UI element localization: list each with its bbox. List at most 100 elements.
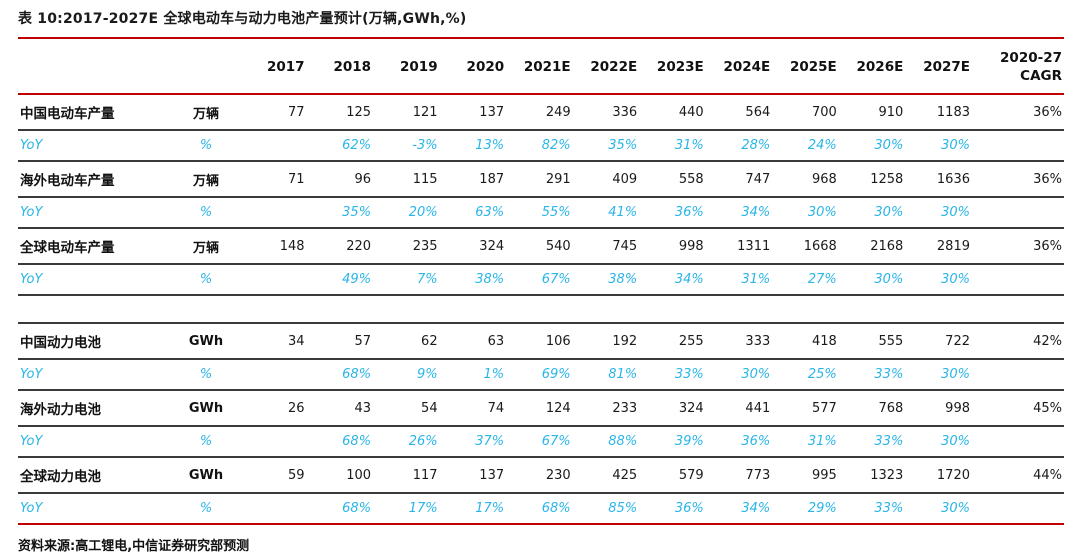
cell-value: 30% [905, 359, 972, 392]
cell-value: 36% [639, 197, 706, 230]
cell-value: 722 [905, 323, 972, 361]
yoy-row: YoY% 49% 7% 38% 67% 38% 34% 31% 27% 30% 30% [18, 264, 1064, 297]
cell-cagr: 44% [972, 457, 1064, 495]
cell-cagr: 45% [972, 390, 1064, 428]
header-blank-label [18, 39, 172, 96]
row-label: YoY [18, 493, 172, 526]
cell-value: 564 [705, 94, 773, 132]
cell-value: 768 [838, 390, 906, 428]
table-title: 表 10:2017-2027E 全球电动车与动力电池产量预计(万辆,GWh,%) [18, 8, 1064, 39]
cell-value: 49% [306, 264, 374, 297]
cell-cagr: 42% [972, 323, 1064, 361]
cell-value [240, 264, 307, 297]
cell-value: 31% [705, 264, 773, 297]
cell-value: 35% [306, 197, 374, 230]
header-year-2025e: 2025E [772, 39, 839, 96]
cell-value: 26 [240, 390, 307, 428]
data-row: 海外电动车产量 万辆 71 96 115 187 291 409 558 747 968 1258 16… [18, 161, 1064, 199]
header-year-2017: 2017 [240, 39, 307, 96]
cell-value: 81% [572, 359, 640, 392]
table-head: 2017 2018 2019 2020 2021E 2022E 2023E 20… [18, 39, 1064, 96]
cell-value: 9% [373, 359, 440, 392]
cell-value: 24% [772, 130, 839, 163]
cell-value: 68% [306, 359, 374, 392]
cell-value: 30% [905, 130, 972, 163]
cell-value: 82% [506, 130, 573, 163]
header-cagr: 2020-27 CAGR [972, 39, 1064, 96]
cell-value: 38% [439, 264, 507, 297]
cell-value: 1311 [705, 228, 773, 266]
data-row: 全球电动车产量 万辆 148 220 235 324 540 745 998 1311 1668 21… [18, 228, 1064, 266]
data-row: 中国动力电池 GWh 34 57 62 63 106 192 255 333 418 555 722 42… [18, 323, 1064, 361]
forecast-table: 2017 2018 2019 2020 2021E 2022E 2023E 20… [18, 39, 1064, 526]
row-label: 海外电动车产量 [18, 161, 172, 199]
cell-value: 333 [705, 323, 773, 361]
cell-value: 1323 [838, 457, 906, 495]
spacer-row [18, 295, 1064, 325]
cell-value: 63 [439, 323, 507, 361]
row-label: YoY [18, 426, 172, 459]
table-body: 中国电动车产量 万辆 77 125 121 137 249 336 440 564 700 910 11… [18, 94, 1064, 526]
cell-value: 441 [705, 390, 773, 428]
cell-value [240, 197, 307, 230]
row-unit: % [172, 359, 240, 392]
cell-value: 558 [639, 161, 706, 199]
cell-value: 30% [905, 197, 972, 230]
cell-value: 137 [439, 457, 507, 495]
cell-value: 1636 [905, 161, 972, 199]
row-label: YoY [18, 359, 172, 392]
cell-value: 71 [240, 161, 307, 199]
cell-value: 26% [373, 426, 440, 459]
cell-value: 1183 [905, 94, 972, 132]
cell-value: 59 [240, 457, 307, 495]
cell-value: 117 [373, 457, 440, 495]
cell-value: 540 [506, 228, 573, 266]
cell-value: 37% [439, 426, 507, 459]
cell-value: 34% [639, 264, 706, 297]
cell-value: 62% [306, 130, 374, 163]
cell-value: 33% [838, 493, 906, 526]
cell-value: 96 [306, 161, 374, 199]
cell-value: 336 [572, 94, 640, 132]
cell-value: 34 [240, 323, 307, 361]
header-year-2021e: 2021E [506, 39, 573, 96]
row-label: 中国动力电池 [18, 323, 172, 361]
row-unit: GWh [172, 457, 240, 495]
cell-value [240, 359, 307, 392]
cell-value: 30% [838, 130, 906, 163]
cell-value: 62 [373, 323, 440, 361]
cell-value: 74 [439, 390, 507, 428]
cell-value: 1% [439, 359, 507, 392]
cell-value: 125 [306, 94, 374, 132]
cell-value: 324 [439, 228, 507, 266]
cell-value: 968 [772, 161, 839, 199]
cell-cagr [972, 264, 1064, 297]
cell-value: 747 [705, 161, 773, 199]
cell-value: 30% [905, 493, 972, 526]
cell-value: 233 [572, 390, 640, 428]
yoy-row: YoY% 68% 26% 37% 67% 88% 39% 36% 31% 33% 30% [18, 426, 1064, 459]
cell-value: 31% [772, 426, 839, 459]
header-year-2024e: 2024E [705, 39, 773, 96]
row-unit: GWh [172, 390, 240, 428]
cell-cagr: 36% [972, 161, 1064, 199]
cell-value: 20% [373, 197, 440, 230]
cell-value: 910 [838, 94, 906, 132]
row-unit: 万辆 [172, 228, 240, 266]
cell-value: 124 [506, 390, 573, 428]
row-unit: % [172, 426, 240, 459]
cell-value: 291 [506, 161, 573, 199]
cell-value: 324 [639, 390, 706, 428]
spacer-cell [18, 295, 1064, 325]
cell-value: 34% [705, 197, 773, 230]
cell-value: 555 [838, 323, 906, 361]
cell-value: 27% [772, 264, 839, 297]
cell-value: 36% [639, 493, 706, 526]
cell-value: 30% [838, 264, 906, 297]
cell-value: 579 [639, 457, 706, 495]
cell-value: 88% [572, 426, 640, 459]
cell-value: 17% [373, 493, 440, 526]
cell-value: 68% [306, 493, 374, 526]
cell-value: 13% [439, 130, 507, 163]
header-cagr-line2: CAGR [1020, 68, 1062, 85]
